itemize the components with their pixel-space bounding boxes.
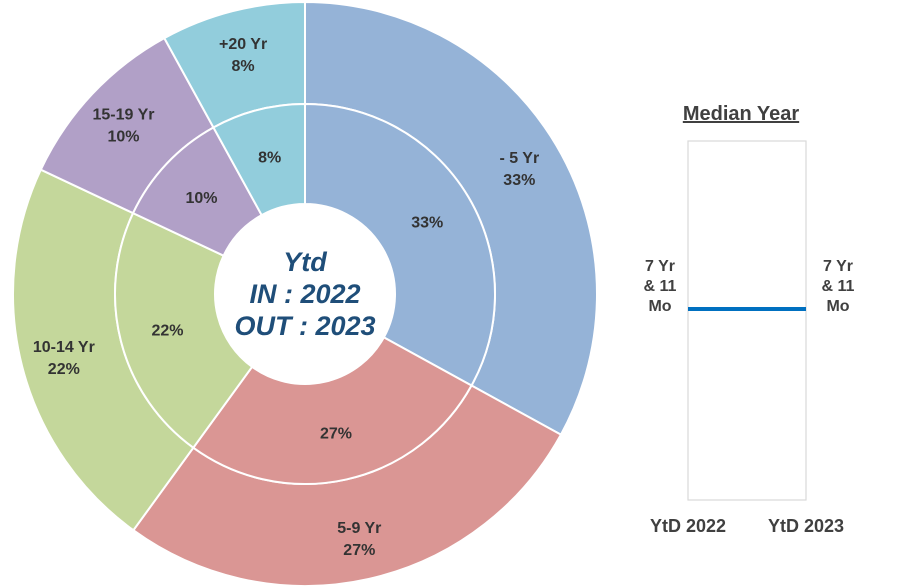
median-value-label: 7 Yr & 11 Mo <box>822 258 855 315</box>
x-tick-label-2022: YtD 2022 <box>650 516 726 536</box>
median-label-2023: 7 Yr & 11 Mo <box>822 258 855 315</box>
median-label-2022: 7 Yr & 11 Mo <box>644 258 677 315</box>
outer-slice-label-10-14-yr: 10-14 Yr 22% <box>33 339 95 378</box>
outer-slice-label-5-yr: - 5 Yr 33% <box>499 150 539 189</box>
plot-frame <box>687 140 807 501</box>
donut-hole <box>215 204 395 384</box>
center-label-line: Ytd <box>283 247 327 277</box>
donut-chart: 33% - 5 Yr 33% 27% 5-9 Yr 27% 22% 10-14 Yr 22% 10… <box>12 0 598 587</box>
inner-slice-label-10-14-yr: 22% <box>151 322 183 339</box>
median-value-label: 7 Yr & 11 Mo <box>644 258 677 315</box>
outer-slice-label-15-19-yr: 15-19 Yr 10% <box>92 107 154 146</box>
outer-slice-label-5-9-yr: 5-9 Yr 27% <box>337 520 381 559</box>
inner-slice-label-15-19-yr: 10% <box>185 190 217 207</box>
median-year-title: Median Year <box>683 103 800 125</box>
inner-slice-label-20-yr: 8% <box>258 149 281 166</box>
inner-slice-label-5-yr: 33% <box>411 215 443 232</box>
outer-slice-label-20-yr: +20 Yr 8% <box>219 36 267 75</box>
inner-slice-label-5-9-yr: 27% <box>320 426 352 443</box>
center-label-line: OUT : 2023 <box>234 311 375 341</box>
x-tick-label-2023: YtD 2023 <box>768 516 844 536</box>
median-year-chart: Median Year 7 Yr & 11 Mo 7 Yr & 11 Mo YtD 20… <box>644 103 855 536</box>
center-label-line: IN : 2022 <box>249 279 360 309</box>
